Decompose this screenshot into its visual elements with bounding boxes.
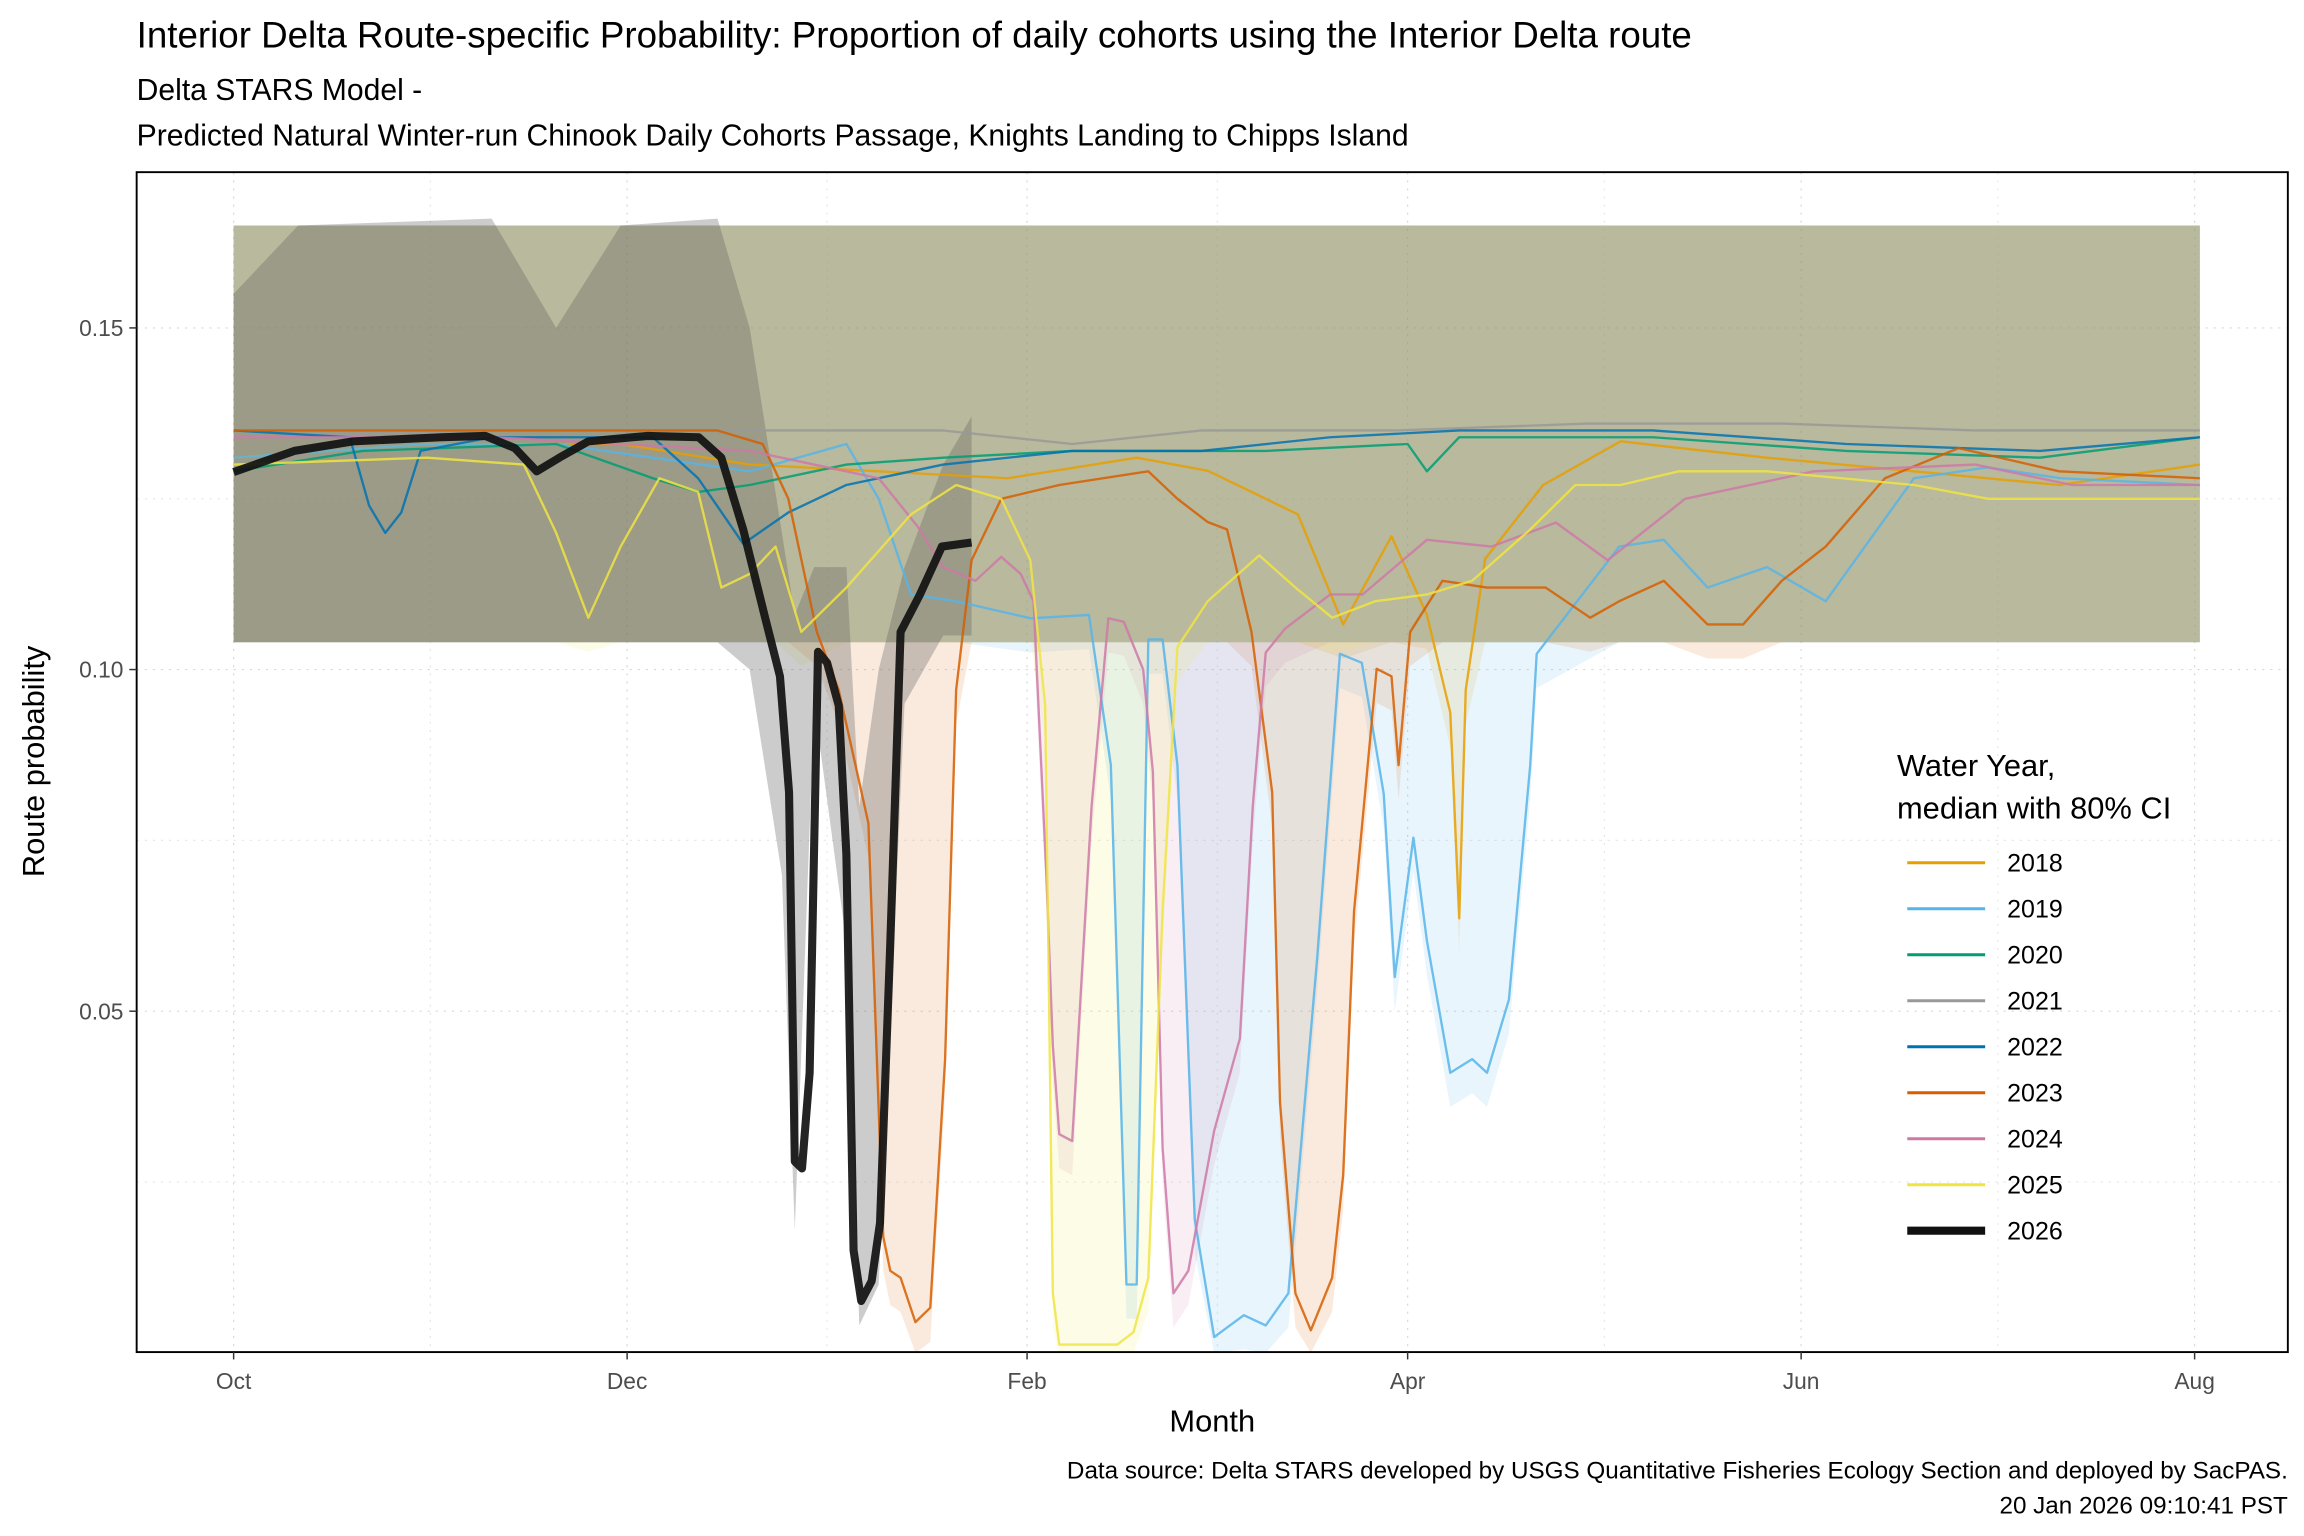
ci-band-2024 <box>233 225 2200 1328</box>
legend-label: 2026 <box>2007 1218 2063 1246</box>
footer-timestamp: 20 Jan 2026 09:10:41 PST <box>1999 1493 2288 1520</box>
legend-label: 2022 <box>2007 1034 2063 1062</box>
series-line-2026 <box>232 431 973 1305</box>
ci-band-2019 <box>233 225 2200 1353</box>
y-axis: 0.05 0.10 0.15 <box>79 315 137 1024</box>
legend-label: 2018 <box>2007 850 2063 878</box>
legend-label: 2023 <box>2007 1080 2063 1108</box>
x-tick-label: Jun <box>1783 1368 1820 1394</box>
ci-bands <box>233 218 2200 1353</box>
legend-item-2023: 2023 <box>1907 1080 2063 1108</box>
y-tick-label: 0.10 <box>79 657 123 683</box>
ci-band-2025 <box>233 225 2200 1353</box>
series-line-2025 <box>233 456 2200 1346</box>
ci-band-2023 <box>233 225 2200 1353</box>
legend-label: 2021 <box>2007 988 2063 1016</box>
x-tick-label: Oct <box>216 1368 252 1394</box>
series-line-2024 <box>233 436 2200 1295</box>
x-tick-label: Feb <box>1007 1368 1046 1394</box>
legend-item-2020: 2020 <box>1907 942 2063 970</box>
legend-title-line-2: median with 80% CI <box>1897 791 2171 826</box>
footer-source: Data source: Delta STARS developed by US… <box>1067 1457 2288 1484</box>
legend-title-line-1: Water Year, <box>1897 748 2055 783</box>
legend-item-2022: 2022 <box>1907 1034 2063 1062</box>
legend: Water Year, median with 80% CI 2018 2019 2… <box>1897 748 2171 1245</box>
legend-item-2021: 2021 <box>1907 988 2063 1016</box>
legend-label: 2019 <box>2007 896 2063 924</box>
ci-band-2018 <box>233 225 2200 953</box>
x-tick-label: Aug <box>2174 1368 2215 1394</box>
ci-band-2020 <box>233 225 2200 643</box>
ci-band-2021 <box>233 225 2200 643</box>
series-line-2022 <box>233 429 2200 545</box>
ci-band-2022 <box>233 225 2200 643</box>
plot-border <box>135 171 2289 1354</box>
chart-title: Interior Delta Route-specific Probabilit… <box>137 14 1692 55</box>
y-tick-label: 0.15 <box>79 315 123 341</box>
legend-label: 2024 <box>2007 1126 2063 1154</box>
median-lines <box>232 422 2200 1346</box>
ci-band-2026 <box>233 218 972 1326</box>
x-tick-label: Apr <box>1390 1368 1426 1394</box>
y-axis-label: Route probability <box>16 645 51 877</box>
series-line-2019 <box>233 442 2200 1339</box>
x-axis: Oct Dec Feb Apr Jun Aug <box>216 1352 2215 1394</box>
legend-item-2024: 2024 <box>1907 1126 2063 1154</box>
x-axis-label: Month <box>1169 1403 1255 1438</box>
legend-item-2019: 2019 <box>1907 896 2063 924</box>
legend-item-2025: 2025 <box>1907 1172 2063 1200</box>
legend-label: 2025 <box>2007 1172 2063 1200</box>
y-tick-label: 0.05 <box>79 998 123 1024</box>
legend-item-2026: 2026 <box>1907 1218 2063 1246</box>
legend-label: 2020 <box>2007 942 2063 970</box>
x-tick-label: Dec <box>607 1368 648 1394</box>
series-line-2018 <box>233 440 2200 920</box>
legend-item-2018: 2018 <box>1907 850 2063 878</box>
grid <box>136 172 2288 1353</box>
chart-subtitle-line-1: Delta STARS Model - <box>137 74 423 107</box>
chart-subtitle-line-2: Predicted Natural Winter-run Chinook Dai… <box>137 120 1409 153</box>
